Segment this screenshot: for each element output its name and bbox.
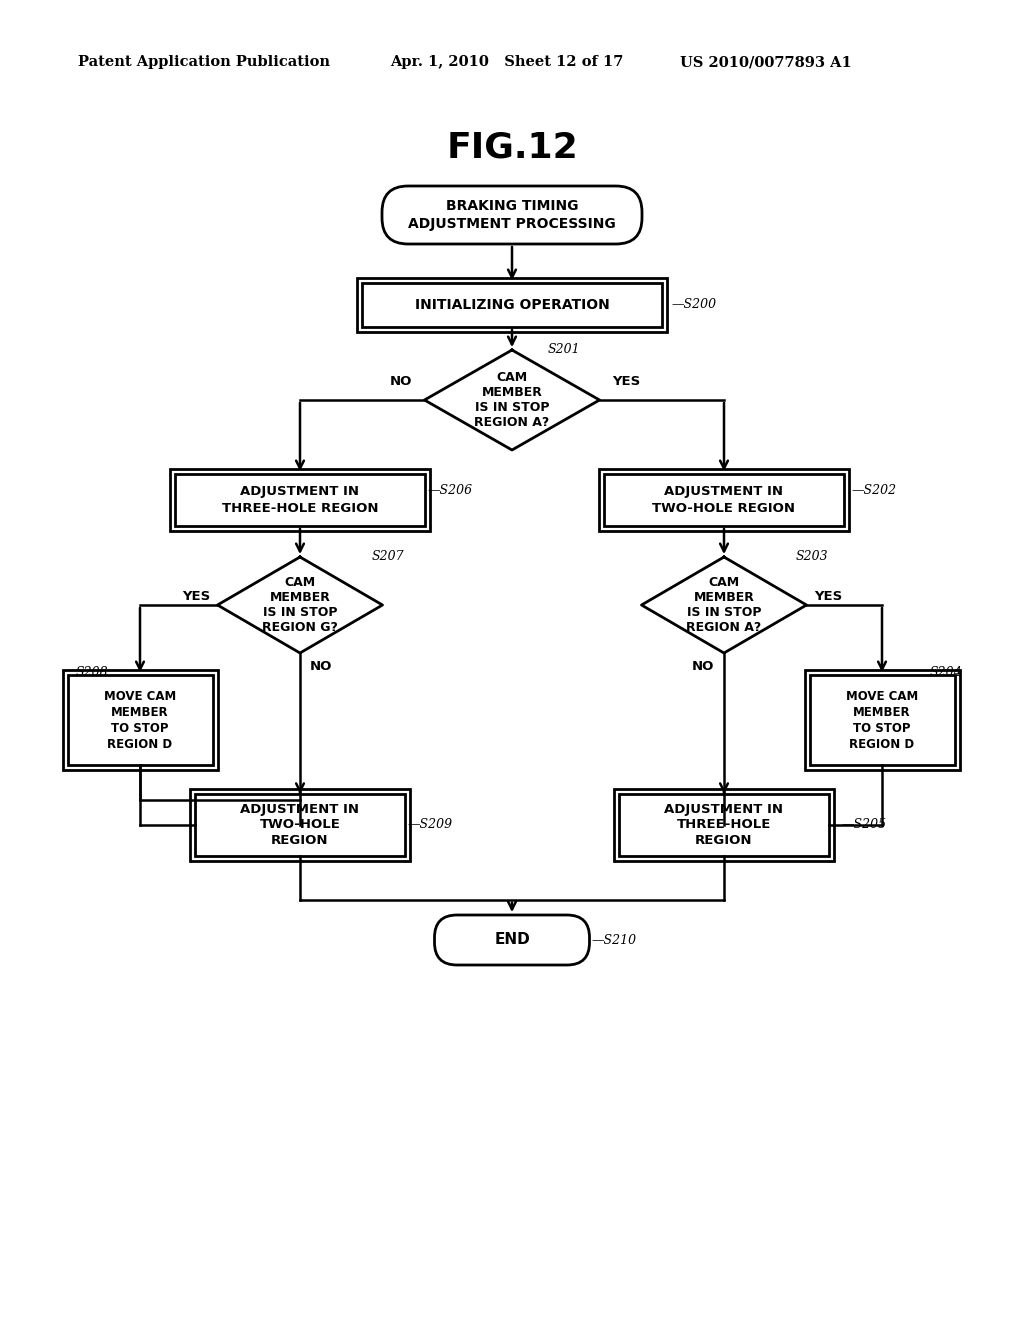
Text: NO: NO: [389, 375, 412, 388]
Text: FIG.12: FIG.12: [446, 131, 578, 165]
Bar: [357, 279, 667, 333]
Text: —S205: —S205: [842, 818, 887, 832]
Text: YES: YES: [181, 590, 210, 602]
Text: S203: S203: [796, 550, 828, 564]
Text: S207: S207: [372, 550, 404, 564]
Bar: [618, 795, 829, 855]
Bar: [190, 789, 410, 861]
Text: NO: NO: [691, 660, 714, 673]
FancyBboxPatch shape: [382, 186, 642, 244]
Text: ADJUSTMENT IN
TWO-HOLE REGION: ADJUSTMENT IN TWO-HOLE REGION: [652, 486, 796, 515]
Text: CAM
MEMBER
IS IN STOP
REGION G?: CAM MEMBER IS IN STOP REGION G?: [262, 576, 338, 634]
Text: NO: NO: [310, 660, 333, 673]
Bar: [175, 474, 425, 525]
Text: —S206: —S206: [428, 483, 473, 496]
Text: BRAKING TIMING
ADJUSTMENT PROCESSING: BRAKING TIMING ADJUSTMENT PROCESSING: [409, 199, 615, 231]
Text: ADJUSTMENT IN
THREE-HOLE
REGION: ADJUSTMENT IN THREE-HOLE REGION: [665, 803, 783, 847]
Text: —S202: —S202: [852, 483, 897, 496]
Text: S204: S204: [930, 665, 963, 678]
Bar: [362, 282, 662, 327]
Text: END: END: [495, 932, 529, 948]
Polygon shape: [425, 350, 599, 450]
Bar: [68, 675, 213, 766]
Text: —S209: —S209: [408, 818, 454, 832]
Polygon shape: [217, 557, 383, 653]
Text: CAM
MEMBER
IS IN STOP
REGION A?: CAM MEMBER IS IN STOP REGION A?: [474, 371, 550, 429]
Bar: [599, 469, 849, 531]
Text: MOVE CAM
MEMBER
TO STOP
REGION D: MOVE CAM MEMBER TO STOP REGION D: [846, 689, 919, 751]
Text: S201: S201: [548, 343, 581, 356]
Bar: [805, 671, 959, 770]
Bar: [810, 675, 954, 766]
Text: Apr. 1, 2010   Sheet 12 of 17: Apr. 1, 2010 Sheet 12 of 17: [390, 55, 624, 69]
Text: INITIALIZING OPERATION: INITIALIZING OPERATION: [415, 298, 609, 312]
Bar: [195, 795, 406, 855]
Text: ADJUSTMENT IN
TWO-HOLE
REGION: ADJUSTMENT IN TWO-HOLE REGION: [241, 803, 359, 847]
Text: CAM
MEMBER
IS IN STOP
REGION A?: CAM MEMBER IS IN STOP REGION A?: [686, 576, 762, 634]
Polygon shape: [641, 557, 807, 653]
Text: YES: YES: [612, 375, 640, 388]
Bar: [614, 789, 834, 861]
Text: ADJUSTMENT IN
THREE-HOLE REGION: ADJUSTMENT IN THREE-HOLE REGION: [222, 486, 378, 515]
Text: —S200: —S200: [672, 298, 717, 312]
FancyBboxPatch shape: [434, 915, 590, 965]
Bar: [170, 469, 430, 531]
Text: S208: S208: [76, 665, 109, 678]
Text: YES: YES: [814, 590, 843, 602]
Text: MOVE CAM
MEMBER
TO STOP
REGION D: MOVE CAM MEMBER TO STOP REGION D: [103, 689, 176, 751]
Text: US 2010/0077893 A1: US 2010/0077893 A1: [680, 55, 852, 69]
Bar: [604, 474, 844, 525]
Bar: [62, 671, 217, 770]
Text: —S210: —S210: [592, 933, 637, 946]
Text: Patent Application Publication: Patent Application Publication: [78, 55, 330, 69]
